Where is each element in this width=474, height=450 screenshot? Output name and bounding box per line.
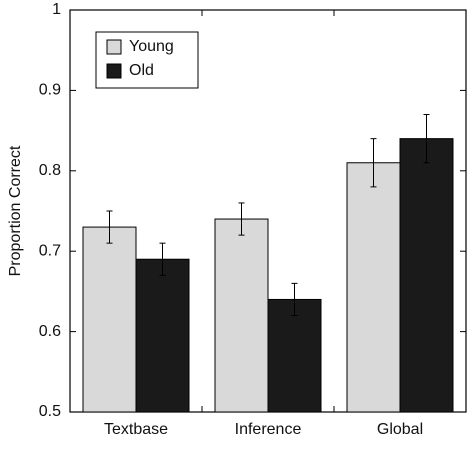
bar-old-textbase bbox=[135, 258, 190, 413]
y-tick-label: 0.7 bbox=[39, 242, 61, 259]
y-tick-label: 0.6 bbox=[39, 323, 61, 340]
x-tick-label: Inference bbox=[235, 421, 302, 438]
x-tick-label: Global bbox=[377, 421, 423, 438]
legend-label-young: Young bbox=[129, 38, 174, 55]
legend: Young Old bbox=[95, 31, 199, 89]
y-tick-label: 0.8 bbox=[39, 162, 61, 179]
legend-label-old: Old bbox=[129, 62, 154, 79]
legend-swatch-young bbox=[106, 39, 122, 55]
bar-young-textbase bbox=[82, 226, 137, 413]
x-axis: Textbase Inference Global bbox=[104, 10, 423, 438]
y-tick-label: 0.9 bbox=[39, 82, 61, 99]
y-axis-label: Proportion Correct bbox=[7, 145, 24, 276]
bar-young-inference bbox=[214, 218, 269, 413]
y-axis: 0.5 0.6 0.7 0.8 0.9 1 bbox=[39, 1, 466, 420]
legend-swatch-old bbox=[106, 63, 122, 79]
bar-young-global bbox=[346, 162, 401, 413]
y-tick-label: 1 bbox=[52, 1, 61, 18]
bars bbox=[82, 138, 454, 413]
y-tick-label: 0.5 bbox=[39, 403, 61, 420]
bar-old-inference bbox=[267, 298, 322, 413]
error-bars bbox=[106, 114, 430, 317]
x-tick-label: Textbase bbox=[104, 421, 168, 438]
bar-old-global bbox=[399, 138, 454, 413]
